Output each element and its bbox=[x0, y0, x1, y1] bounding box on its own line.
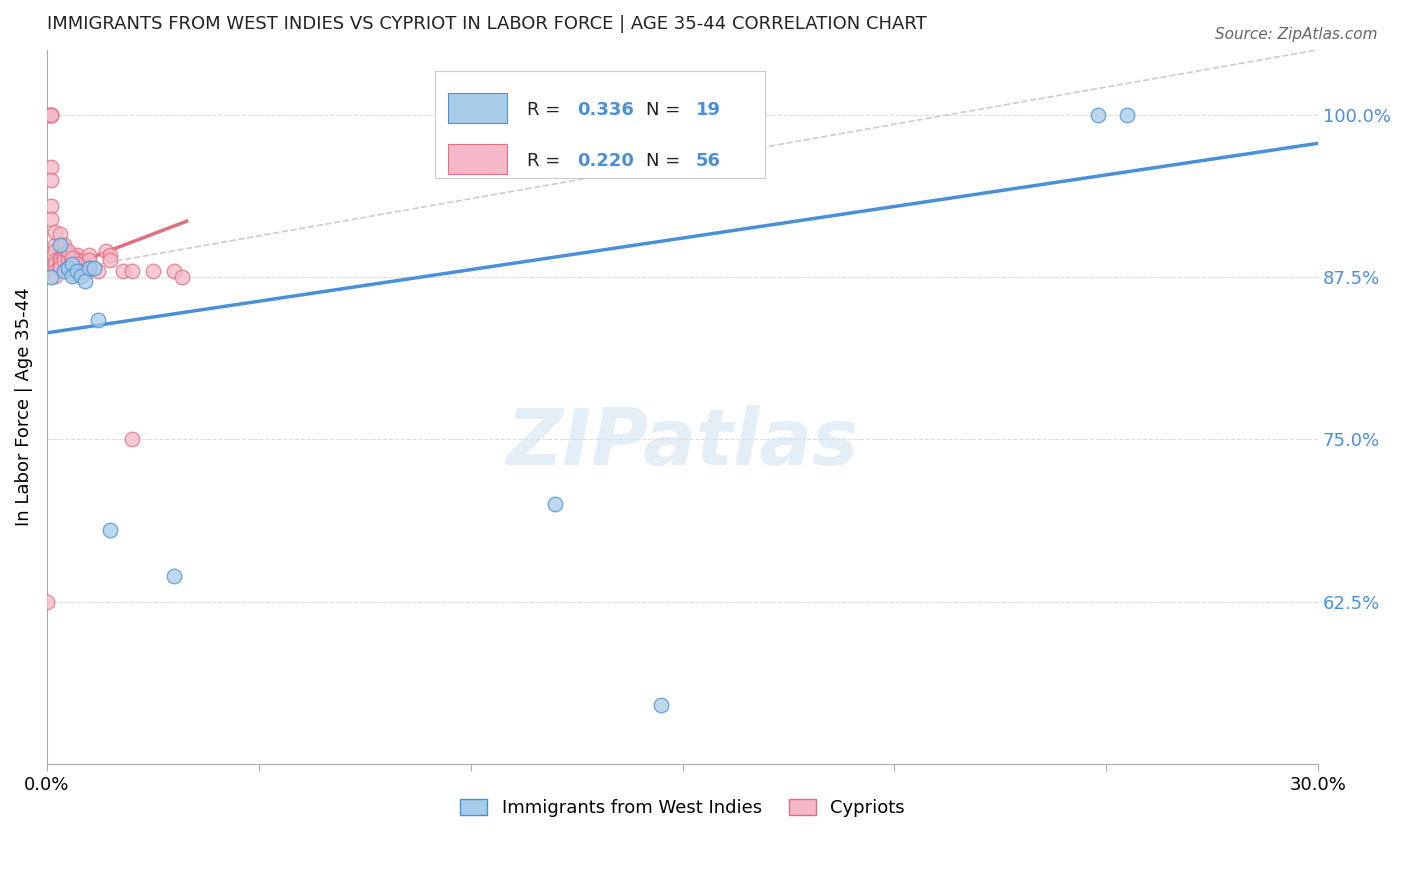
Point bbox=[52, 244, 75, 258]
Point bbox=[52, 248, 75, 262]
Point bbox=[73, 253, 96, 268]
Point bbox=[39, 108, 62, 122]
Point bbox=[60, 257, 83, 271]
Point bbox=[65, 248, 87, 262]
Point bbox=[60, 251, 83, 265]
Point bbox=[100, 253, 122, 268]
Point bbox=[48, 237, 70, 252]
Point bbox=[65, 253, 87, 268]
Point bbox=[87, 263, 110, 277]
Point bbox=[121, 432, 143, 446]
Point bbox=[73, 260, 96, 275]
Point bbox=[39, 199, 62, 213]
Point bbox=[100, 523, 122, 537]
Point bbox=[39, 270, 62, 285]
Point bbox=[39, 211, 62, 226]
Point bbox=[52, 237, 75, 252]
Point bbox=[48, 260, 70, 275]
Point bbox=[48, 251, 70, 265]
Point bbox=[83, 260, 105, 275]
Point bbox=[44, 237, 66, 252]
Point bbox=[48, 227, 70, 242]
Point bbox=[39, 160, 62, 174]
Point bbox=[73, 274, 96, 288]
Point bbox=[77, 260, 100, 275]
Point bbox=[48, 253, 70, 268]
Point bbox=[39, 172, 62, 186]
Text: Source: ZipAtlas.com: Source: ZipAtlas.com bbox=[1215, 27, 1378, 42]
Point bbox=[142, 263, 165, 277]
Point bbox=[172, 270, 194, 285]
Point bbox=[56, 253, 79, 268]
Point bbox=[77, 260, 100, 275]
Point bbox=[52, 263, 75, 277]
Text: IMMIGRANTS FROM WEST INDIES VS CYPRIOT IN LABOR FORCE | AGE 35-44 CORRELATION CH: IMMIGRANTS FROM WEST INDIES VS CYPRIOT I… bbox=[46, 15, 927, 33]
Point bbox=[39, 108, 62, 122]
Point bbox=[44, 257, 66, 271]
Point bbox=[1087, 108, 1109, 122]
Point bbox=[69, 268, 91, 283]
Point bbox=[44, 244, 66, 258]
Point bbox=[35, 108, 58, 122]
Point bbox=[56, 248, 79, 262]
Point bbox=[60, 253, 83, 268]
Point bbox=[39, 108, 62, 122]
Point bbox=[44, 268, 66, 283]
Point bbox=[52, 253, 75, 268]
Point bbox=[544, 497, 567, 511]
Point bbox=[77, 248, 100, 262]
Y-axis label: In Labor Force | Age 35-44: In Labor Force | Age 35-44 bbox=[15, 287, 32, 526]
Point bbox=[44, 253, 66, 268]
Point bbox=[35, 594, 58, 608]
Point bbox=[69, 253, 91, 268]
Point bbox=[60, 266, 83, 280]
Point bbox=[44, 225, 66, 239]
Point bbox=[100, 248, 122, 262]
Point bbox=[96, 244, 118, 258]
Point bbox=[56, 260, 79, 275]
Point bbox=[65, 257, 87, 271]
Point bbox=[69, 260, 91, 275]
Point bbox=[73, 266, 96, 280]
Point bbox=[35, 108, 58, 122]
Point bbox=[112, 263, 135, 277]
Point bbox=[60, 248, 83, 262]
Point bbox=[163, 568, 186, 582]
Point bbox=[69, 263, 91, 277]
Point bbox=[56, 244, 79, 258]
Point bbox=[60, 268, 83, 283]
Point bbox=[650, 698, 672, 713]
Point bbox=[65, 263, 87, 277]
Point bbox=[44, 263, 66, 277]
Point bbox=[77, 253, 100, 268]
Point bbox=[56, 260, 79, 275]
Text: ZIPatlas: ZIPatlas bbox=[506, 405, 859, 481]
Point bbox=[87, 313, 110, 327]
Point bbox=[121, 263, 143, 277]
Point bbox=[1116, 108, 1139, 122]
Point bbox=[48, 257, 70, 271]
Point bbox=[163, 263, 186, 277]
Legend: Immigrants from West Indies, Cypriots: Immigrants from West Indies, Cypriots bbox=[451, 790, 914, 826]
